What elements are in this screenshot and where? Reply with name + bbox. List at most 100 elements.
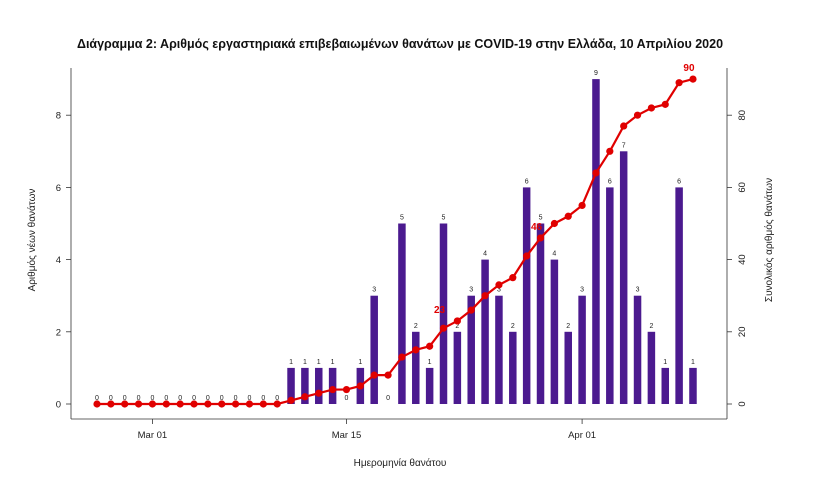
cumulative-point [550,219,558,228]
bar-value-label: 0 [123,395,127,402]
cumulative-point [301,393,309,401]
bar-value-label: 3 [497,287,501,294]
bar [398,223,406,404]
cumulative-point [162,400,170,408]
bar-value-label: 5 [442,215,446,222]
chart-title: Διάγραμμα 2: Αριθμός εργαστηριακά επιβεβ… [77,37,723,51]
bar-value-label: 2 [455,323,459,330]
bar-value-label: 0 [95,395,99,402]
bar [619,151,628,404]
bar [633,295,642,404]
y-left-tick-label: 8 [56,111,61,122]
bar-value-label: 6 [608,178,612,185]
bar [412,331,420,404]
cumulative-point [536,234,545,242]
cumulative-point [370,371,378,379]
bar [675,187,683,404]
bar-value-label: 2 [511,323,515,330]
bar-value-label: 4 [483,251,487,258]
bar-value-label: 3 [372,287,376,294]
bar [661,367,670,404]
y-right-tick-label: 20 [737,327,748,338]
cumulative-point [273,400,281,408]
cumulative-point [384,371,392,379]
bar-value-label: 1 [289,359,293,366]
bar-value-label: 0 [109,395,113,402]
bar-value-label: 5 [400,215,404,222]
cumulative-point [134,400,143,408]
bar-value-label: 4 [552,251,556,258]
line-annotation: 90 [683,63,695,74]
bar-value-label: 3 [469,287,473,294]
bar-value-label: 0 [178,395,182,402]
bar [592,79,600,404]
cumulative-point [218,400,226,408]
bar [425,367,434,404]
cumulative-point [287,396,295,404]
y-left-tick-label: 6 [56,183,61,194]
bar-value-label: 3 [636,287,640,294]
bar [315,367,323,404]
cumulative-point [121,400,129,408]
bar [606,187,614,404]
bar-value-label: 2 [649,323,653,330]
bar-value-label: 0 [164,395,168,402]
cumulative-point [606,147,614,155]
bar-value-label: 0 [206,395,210,402]
bar-value-label: 0 [345,395,349,402]
bar [647,331,656,404]
bar [287,367,295,404]
bar-value-label: 0 [248,395,252,402]
bar [453,331,462,404]
cumulative-point [315,389,323,397]
bar [509,331,517,404]
cumulative-point [467,306,475,314]
cumulative-point [426,342,434,350]
bar-value-label: 2 [566,323,570,330]
bar-value-label: 2 [414,323,418,330]
bar-value-label: 5 [539,215,543,222]
cumulative-point [176,400,184,408]
bar-value-label: 1 [317,359,321,366]
cumulative-point [661,100,669,108]
cumulative-point [675,79,683,87]
cumulative-point [259,400,267,408]
x-tick-label: Apr 01 [568,430,596,441]
cumulative-point [495,281,503,289]
bar-value-label: 1 [303,359,307,366]
x-tick-label: Mar 15 [332,430,362,441]
bar [536,223,545,404]
y-right-tick-label: 80 [737,110,748,121]
bar-value-label: 0 [261,395,265,402]
bar [564,331,572,404]
bar [439,223,448,404]
bar-value-label: 0 [220,395,224,402]
bar-value-label: 1 [331,359,335,366]
cumulative-point [245,400,254,408]
bar-value-label: 1 [428,359,432,366]
bar-value-label: 0 [234,395,238,402]
cumulative-point [592,169,600,177]
plot-area: 0 0 0 0 0 0 0 0 0 0 0 0 0 01 1 1 10130521523432654239673… [56,63,748,441]
x-tick-label: Mar 01 [138,430,168,441]
bar [328,367,337,404]
cumulative-point [633,111,642,119]
cumulative-point [356,382,364,390]
cumulative-point [689,75,697,83]
bar [301,367,309,404]
y-left-tick-label: 0 [56,400,61,411]
y-left-tick-label: 2 [56,327,61,338]
bar-value-label: 9 [594,70,598,77]
bar [481,259,489,404]
bar-value-label: 1 [663,359,667,366]
x-axis-title: Ημερομηνία θανάτου [354,457,447,469]
cumulative-point [439,324,448,332]
bar [522,187,531,404]
cumulative-line [97,78,694,406]
cumulative-point [523,252,531,260]
cumulative-point [329,385,337,394]
line-annotation: 46 [531,222,543,233]
bar-value-label: 7 [622,142,626,149]
y-axis-right-title: Συνολικός αριθμός θανάτων [763,178,775,302]
cumulative-point [647,104,656,112]
